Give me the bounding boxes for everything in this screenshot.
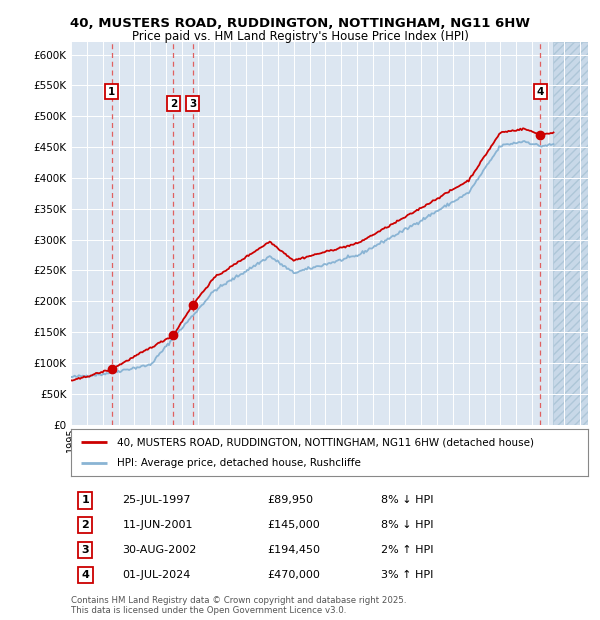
- Text: HPI: Average price, detached house, Rushcliffe: HPI: Average price, detached house, Rush…: [118, 458, 361, 467]
- Text: Price paid vs. HM Land Registry's House Price Index (HPI): Price paid vs. HM Land Registry's House …: [131, 30, 469, 43]
- Text: 40, MUSTERS ROAD, RUDDINGTON, NOTTINGHAM, NG11 6HW (detached house): 40, MUSTERS ROAD, RUDDINGTON, NOTTINGHAM…: [118, 437, 535, 447]
- Text: Contains HM Land Registry data © Crown copyright and database right 2025.: Contains HM Land Registry data © Crown c…: [71, 596, 406, 606]
- Text: £470,000: £470,000: [268, 570, 320, 580]
- Text: 01-JUL-2024: 01-JUL-2024: [122, 570, 191, 580]
- Text: 1: 1: [82, 495, 89, 505]
- Text: 3% ↑ HPI: 3% ↑ HPI: [381, 570, 433, 580]
- Text: 8% ↓ HPI: 8% ↓ HPI: [381, 520, 434, 530]
- Text: 11-JUN-2001: 11-JUN-2001: [122, 520, 193, 530]
- Text: 25-JUL-1997: 25-JUL-1997: [122, 495, 191, 505]
- Text: 3: 3: [189, 99, 196, 109]
- Text: 30-AUG-2002: 30-AUG-2002: [122, 545, 197, 555]
- Text: £145,000: £145,000: [268, 520, 320, 530]
- Text: 8% ↓ HPI: 8% ↓ HPI: [381, 495, 434, 505]
- Text: 40, MUSTERS ROAD, RUDDINGTON, NOTTINGHAM, NG11 6HW: 40, MUSTERS ROAD, RUDDINGTON, NOTTINGHAM…: [70, 17, 530, 30]
- Text: 2: 2: [82, 520, 89, 530]
- Text: £194,450: £194,450: [268, 545, 320, 555]
- Text: This data is licensed under the Open Government Licence v3.0.: This data is licensed under the Open Gov…: [71, 606, 346, 616]
- Text: 4: 4: [536, 87, 544, 97]
- Text: 4: 4: [82, 570, 89, 580]
- Text: 3: 3: [82, 545, 89, 555]
- Text: 2% ↑ HPI: 2% ↑ HPI: [381, 545, 434, 555]
- Text: 1: 1: [108, 87, 115, 97]
- Text: 2: 2: [170, 99, 177, 109]
- Text: £89,950: £89,950: [268, 495, 313, 505]
